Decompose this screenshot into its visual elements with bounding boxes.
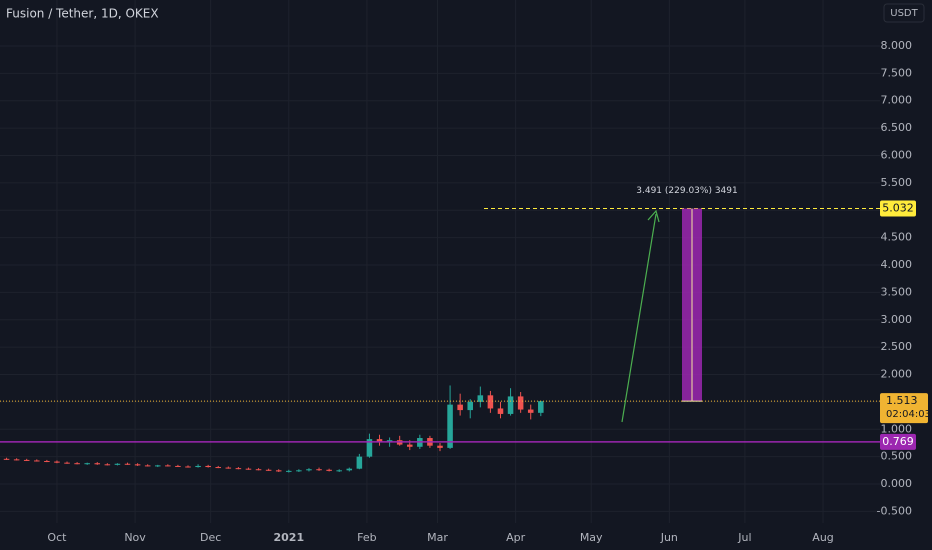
candle-body [477,395,484,402]
y-tick-label: 7.500 [881,66,913,79]
candle-body [154,465,161,467]
last-price-label: 1.513 [886,394,918,407]
candle-body [185,466,191,468]
y-tick-label: 8.000 [881,39,913,52]
candle-body [255,469,262,471]
candle-body [447,404,453,448]
measure-label: 3.491 (229.03%) 3491 [636,186,737,196]
candle-body [3,458,10,460]
candle-body [64,462,70,464]
candle-body [336,470,342,472]
y-tick-label: 4.000 [881,258,913,271]
x-tick-label: Apr [506,531,526,544]
y-tick-label: 6.500 [881,121,913,134]
x-tick-label: Jun [660,531,678,544]
candle-body [34,460,40,462]
y-tick-label: 3.000 [881,313,913,326]
candle-body [245,468,252,470]
candle-body [114,463,121,465]
support-label: 0.769 [882,435,914,448]
candle-body [497,408,504,414]
support-label-box [880,433,916,450]
candle-body [467,401,474,411]
candle-body [527,409,534,413]
candle-body [84,463,90,465]
currency-box [883,3,925,23]
target-box [880,200,916,217]
candle-body [134,464,141,466]
candle-body [286,470,292,472]
x-tick-label: May [580,531,603,544]
candle-body [74,463,80,465]
y-tick-label: 0.000 [881,477,913,490]
last-price-box [880,393,928,424]
candle-body [54,461,60,463]
candle-body [406,444,413,447]
candle-body [346,468,353,471]
y-tick-label: 7.000 [881,94,913,107]
arrow-head [647,209,660,223]
candle-body [326,469,332,471]
candle-body [487,395,494,409]
y-tick-label: 2.500 [881,340,913,353]
candle-body [225,467,232,469]
candle-body [538,401,544,413]
candle-body [296,470,302,472]
candle-body [195,465,201,468]
y-tick-label: 3.500 [881,285,913,298]
x-tick-label: Mar [427,531,448,544]
arrow [621,213,657,423]
y-tick-label: 5.500 [881,176,913,189]
y-tick-label: 4.500 [881,231,913,244]
currency: USDT [890,8,918,19]
candle-body [457,404,463,411]
candle-body [94,463,101,465]
y-tick-label: -0.500 [877,504,912,517]
y-tick-label: 6.000 [881,148,913,161]
candle-body [215,467,222,469]
y-tick-label: 1.000 [881,422,913,435]
candle-body [23,459,30,461]
candle-body [265,469,272,471]
candle-body [366,439,373,457]
y-tick-label: 0.500 [881,450,913,463]
candle-body [517,396,524,410]
x-tick-label: Nov [124,531,146,544]
target-label: 5.032 [882,201,914,214]
countdown: 02:04:03 [886,409,931,420]
x-tick-label: Feb [357,531,376,544]
x-tick-label: Jul [737,531,751,544]
candle-body [124,463,131,465]
candle-body [316,469,322,471]
candle-body [13,459,20,461]
candle-body [306,469,312,471]
candle-body [175,465,181,467]
candle-body [437,445,443,448]
candle-body [507,396,514,414]
candle-body [104,464,111,466]
x-tick-label: Aug [812,531,833,544]
x-tick-label: Dec [200,531,221,544]
candle-body [235,468,242,470]
x-tick-label: Oct [47,531,67,544]
chart-title: Fusion / Tether, 1D, OKEX [6,7,159,21]
candle-body [356,456,363,469]
candle-body [376,439,383,443]
x-tick-label: 2021 [273,531,304,544]
candle-body [165,465,171,467]
candle-body [205,465,211,468]
candle-body [144,465,151,467]
y-tick-label: 2.000 [881,368,913,381]
candle-body [275,470,282,472]
candle-body [44,461,50,463]
